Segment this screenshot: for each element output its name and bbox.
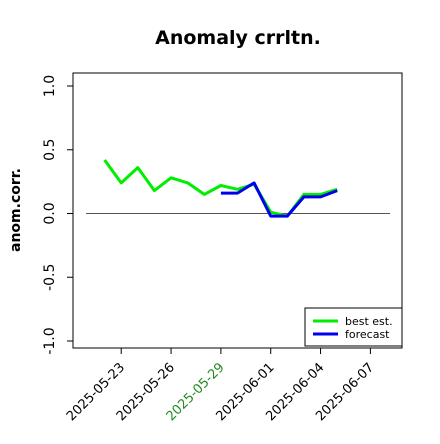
- y-tick-label: -1.0: [42, 327, 58, 354]
- y-axis-label: anom.corr.: [8, 168, 24, 252]
- y-tick-label: 1.0: [42, 75, 58, 97]
- x-axis: 2025-05-232025-05-262025-05-292025-06-01…: [64, 347, 377, 424]
- legend-label: forecast: [345, 328, 390, 341]
- best-estimate-series: [103, 159, 338, 218]
- forecast-series: [220, 181, 338, 218]
- legend-label: best est.: [345, 315, 393, 328]
- chart-title: Anomaly crrltn.: [155, 27, 321, 49]
- y-tick-label: 0.0: [42, 202, 58, 224]
- legend-box: [304, 307, 403, 347]
- plot-area: [86, 159, 390, 218]
- y-tick-label: -0.5: [42, 264, 58, 291]
- y-axis: -1.0 -0.5 0.0 0.5 1.0: [42, 75, 74, 355]
- legend: best est.forecast: [304, 307, 403, 347]
- y-tick-label: 0.5: [42, 139, 58, 161]
- plot-frame: [72, 72, 403, 349]
